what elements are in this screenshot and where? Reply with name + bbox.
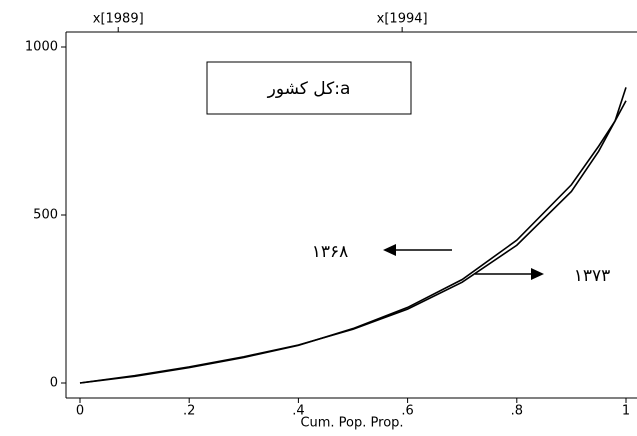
line (79, 100, 627, 384)
arrow-head (531, 268, 544, 280)
annotation-label: ۱۳۶۸ (312, 242, 349, 262)
top-tick-label: x[1994] (377, 12, 428, 27)
y-tick-label: 1000 (25, 40, 58, 55)
x-axis-title: Cum. Pop. Prop. (300, 416, 403, 431)
annotation-label: ۱۳۷۳ (574, 266, 611, 286)
annotation-box (206, 61, 412, 115)
x-tick-label: .6 (401, 404, 413, 419)
x-tick-label: .2 (183, 404, 195, 419)
y-tick-label: 0 (50, 376, 58, 391)
y-tick-label: 500 (33, 208, 58, 223)
line (79, 87, 627, 384)
arrow-head (383, 244, 396, 256)
annotation-box-text: a:کل کشور (267, 79, 351, 99)
x-tick-label: 1 (622, 404, 630, 419)
x-tick-label: .4 (292, 404, 304, 419)
x-tick-label: .8 (511, 404, 523, 419)
x-tick-label: 0 (76, 404, 84, 419)
top-tick-label: x[1989] (93, 12, 144, 27)
